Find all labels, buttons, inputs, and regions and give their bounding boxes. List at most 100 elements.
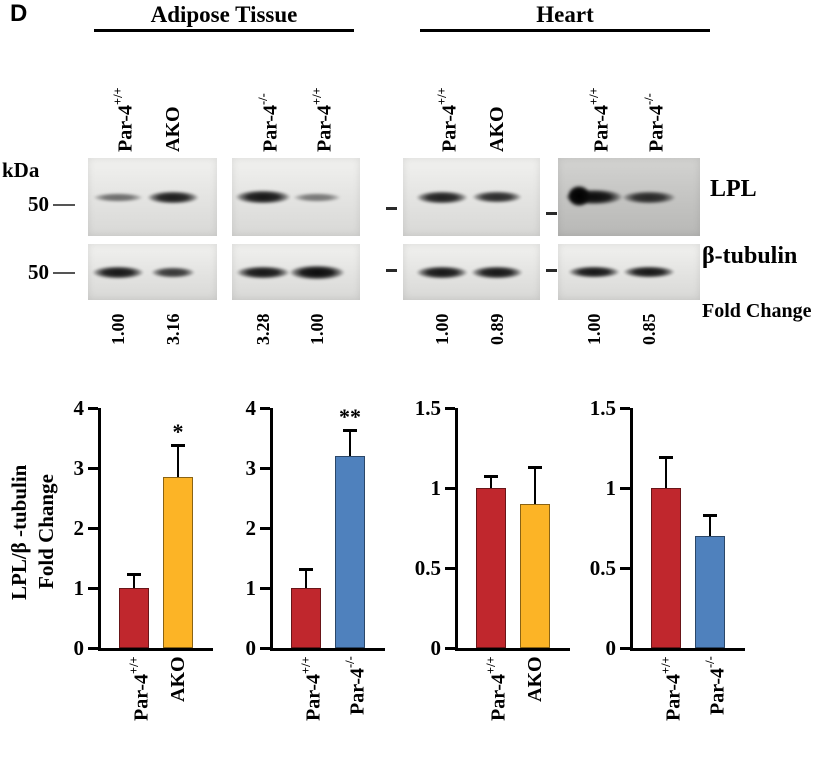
genotype-superscript: +/+ xyxy=(484,656,498,674)
genotype-superscript: -/- xyxy=(642,93,656,105)
y-axis-tick xyxy=(620,647,630,650)
bar xyxy=(476,488,506,648)
protein-band xyxy=(92,265,144,279)
error-bar xyxy=(534,468,536,504)
y-axis-tick-label: 0 xyxy=(245,636,257,660)
y-axis-tick xyxy=(260,467,270,470)
y-axis-tick xyxy=(445,487,455,490)
bar xyxy=(520,504,550,648)
y-axis-tick-label: 3 xyxy=(245,456,257,480)
error-bar xyxy=(133,576,135,588)
genotype-superscript: +/+ xyxy=(659,656,673,674)
marker-value: 50 xyxy=(28,192,49,216)
bar xyxy=(163,477,193,648)
y-axis-tick-label: 0 xyxy=(605,636,617,660)
lpl-blot-panel xyxy=(232,158,360,236)
protein-band xyxy=(151,266,195,278)
lane-label: AKO xyxy=(486,106,508,152)
tubulin-blot-panel xyxy=(403,244,540,300)
x-category-label: Par-4+/+ xyxy=(659,656,685,721)
bar xyxy=(651,488,681,648)
protein-band xyxy=(416,190,468,204)
fold-change-value: 1.00 xyxy=(108,313,128,345)
bar-chart: 0 0.5 1 1.5 Par-4+/+ Par-4-/- xyxy=(570,396,750,766)
lpl-blot-panel xyxy=(403,158,540,236)
bar-chart: 0 0.5 1 1.5 Par-4+/+ AKO xyxy=(395,396,575,766)
lpl-blot-panel xyxy=(558,158,700,236)
y-axis-tick-label: 2 xyxy=(73,516,85,540)
group-title-heart: Heart xyxy=(420,2,710,32)
marker-dash xyxy=(53,203,75,206)
lpl-row-label: LPL xyxy=(710,176,757,202)
protein-band xyxy=(623,266,675,278)
y-axis-tick xyxy=(445,407,455,410)
error-bar-cap xyxy=(171,444,185,447)
fold-change-value: 0.89 xyxy=(487,313,507,345)
y-axis-tick-label: 1.5 xyxy=(414,396,441,420)
y-axis-tick-label: 0 xyxy=(430,636,442,660)
marker-value: 50 xyxy=(28,260,49,284)
y-axis-tick-label: 1 xyxy=(430,476,442,500)
fold-change-label: Fold Change xyxy=(702,300,812,322)
chart-plot-area xyxy=(630,408,745,651)
y-axis-tick-label: 4 xyxy=(245,396,257,420)
x-category-label: AKO xyxy=(167,656,189,702)
genotype-superscript: -/- xyxy=(256,93,270,105)
genotype-superscript: -/- xyxy=(703,656,717,668)
protein-band xyxy=(565,185,623,207)
blot-seam-dash xyxy=(386,207,397,210)
tubulin-blot-panel xyxy=(558,244,700,300)
protein-band xyxy=(93,192,143,202)
x-category-label: Par-4+/+ xyxy=(127,656,153,721)
molecular-weight-marker-tubulin: 50 xyxy=(28,260,75,285)
significance-marker: ** xyxy=(339,404,361,429)
y-axis-tick xyxy=(88,647,98,650)
protein-band xyxy=(289,264,345,280)
y-axis-tick xyxy=(620,487,630,490)
y-axis-tick-label: 1 xyxy=(605,476,617,500)
y-axis-label-line1: LPL/β -tubulin xyxy=(7,464,31,600)
genotype-superscript: +/+ xyxy=(111,87,125,105)
lane-label: Par-4+/+ xyxy=(587,87,613,152)
error-bar-cap xyxy=(703,513,717,517)
error-bar xyxy=(305,571,307,588)
y-axis-tick xyxy=(88,467,98,470)
y-axis-tick-label: 1 xyxy=(245,576,257,600)
error-bar-cap xyxy=(528,465,542,469)
lane-label: Par-4+/+ xyxy=(435,87,461,152)
y-axis-tick-label: 2 xyxy=(245,516,257,540)
kda-unit-label: kDa xyxy=(2,158,40,182)
x-category-label: Par-4-/- xyxy=(703,656,729,715)
blot-seam-dash xyxy=(546,212,557,215)
significance-marker: * xyxy=(172,419,184,444)
lane-label: AKO xyxy=(162,106,184,152)
panel-label: D xyxy=(10,0,28,27)
lane-label: Par-4-/- xyxy=(256,93,282,152)
bar xyxy=(291,588,321,648)
y-axis-tick xyxy=(260,587,270,590)
x-category-label: Par-4-/- xyxy=(343,656,369,715)
error-bar-cap xyxy=(299,568,313,572)
error-bar xyxy=(490,478,492,488)
chart-plot-area xyxy=(455,408,570,651)
protein-band-blob xyxy=(567,185,591,207)
protein-band xyxy=(235,190,291,204)
y-axis-tick xyxy=(260,647,270,650)
lane-label: Par-4+/+ xyxy=(310,87,336,152)
y-axis-tick xyxy=(620,407,630,410)
error-bar-cap xyxy=(343,429,357,432)
beta-tubulin-row-label: β-tubulin xyxy=(702,243,798,269)
y-axis-tick xyxy=(445,567,455,570)
y-axis-tick xyxy=(88,407,98,410)
blot-seam-dash xyxy=(386,269,397,272)
bar xyxy=(335,456,365,648)
tubulin-blot-panel xyxy=(88,244,217,300)
y-axis-tick-label: 1.5 xyxy=(589,396,616,420)
protein-band xyxy=(622,190,676,204)
error-bar-cap xyxy=(659,456,673,460)
chart-plot-area: * xyxy=(98,408,213,651)
error-bar xyxy=(665,459,667,488)
genotype-superscript: +/+ xyxy=(310,87,324,105)
molecular-weight-marker-lpl: 50 xyxy=(28,192,75,217)
